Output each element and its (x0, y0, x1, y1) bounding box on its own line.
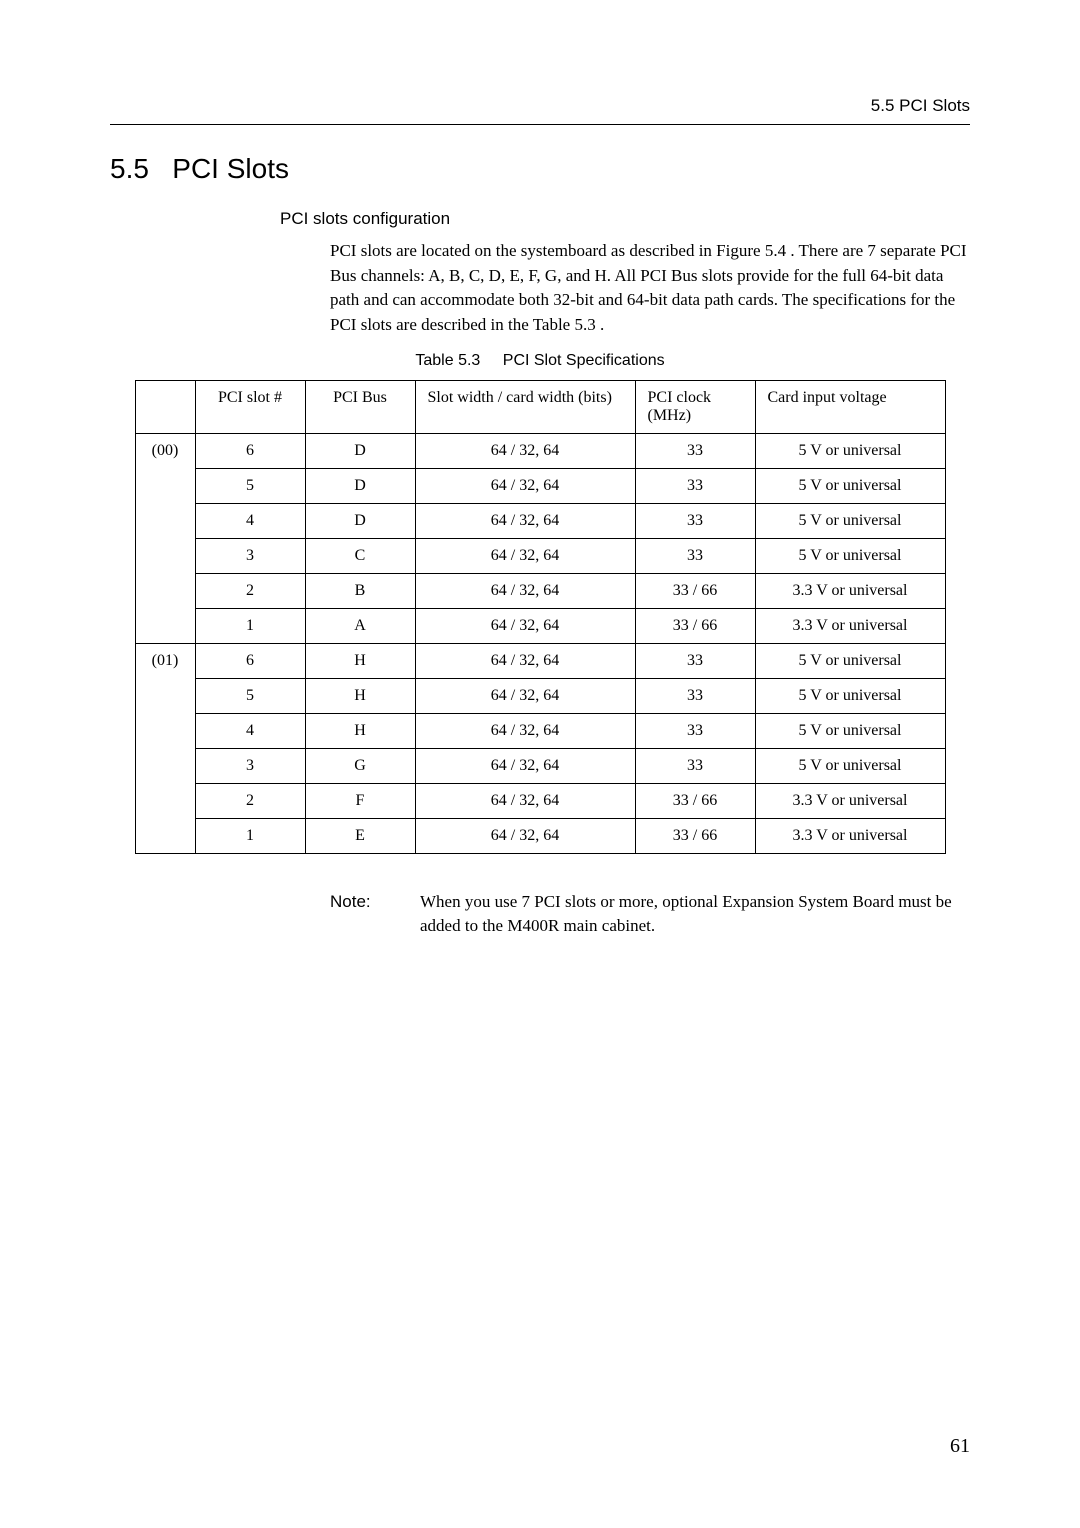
cell-clock: 33 (635, 468, 755, 503)
group-label: (01) (135, 643, 195, 853)
cell-clock: 33 (635, 538, 755, 573)
cell-voltage: 3.3 V or universal (755, 573, 945, 608)
col-bus: PCI Bus (305, 380, 415, 433)
pci-spec-table: PCI slot # PCI Bus Slot width / card wid… (135, 380, 946, 854)
cell-clock: 33 / 66 (635, 783, 755, 818)
table-row: 5D64 / 32, 64335 V or universal (135, 468, 945, 503)
table-row: 5H64 / 32, 64335 V or universal (135, 678, 945, 713)
col-blank (135, 380, 195, 433)
cell-voltage: 5 V or universal (755, 503, 945, 538)
cell-width: 64 / 32, 64 (415, 643, 635, 678)
subheading: PCI slots configuration (280, 209, 970, 229)
cell-bus: D (305, 433, 415, 468)
cell-clock: 33 (635, 433, 755, 468)
cell-bus: H (305, 713, 415, 748)
cell-clock: 33 / 66 (635, 573, 755, 608)
cell-bus: F (305, 783, 415, 818)
cell-voltage: 5 V or universal (755, 433, 945, 468)
cell-voltage: 5 V or universal (755, 678, 945, 713)
cell-bus: G (305, 748, 415, 783)
page-number: 61 (950, 1435, 970, 1458)
cell-width: 64 / 32, 64 (415, 433, 635, 468)
cell-width: 64 / 32, 64 (415, 678, 635, 713)
note-text: When you use 7 PCI slots or more, option… (420, 890, 970, 939)
col-voltage: Card input voltage (755, 380, 945, 433)
intro-paragraph: PCI slots are located on the systemboard… (330, 239, 970, 338)
cell-voltage: 5 V or universal (755, 643, 945, 678)
cell-slot: 6 (195, 643, 305, 678)
section-heading: 5.5 PCI Slots (110, 153, 970, 185)
cell-voltage: 3.3 V or universal (755, 818, 945, 853)
cell-slot: 2 (195, 783, 305, 818)
table-row: 4D64 / 32, 64335 V or universal (135, 503, 945, 538)
cell-voltage: 3.3 V or universal (755, 783, 945, 818)
cell-bus: D (305, 503, 415, 538)
cell-slot: 5 (195, 678, 305, 713)
cell-clock: 33 (635, 678, 755, 713)
cell-clock: 33 (635, 503, 755, 538)
page: 5.5 PCI Slots 5.5 PCI Slots PCI slots co… (0, 0, 1080, 1528)
cell-voltage: 5 V or universal (755, 713, 945, 748)
cell-width: 64 / 32, 64 (415, 468, 635, 503)
table-row: 1E64 / 32, 6433 / 663.3 V or universal (135, 818, 945, 853)
table-row: 2F64 / 32, 6433 / 663.3 V or universal (135, 783, 945, 818)
cell-bus: A (305, 608, 415, 643)
table-caption-text: PCI Slot Specifications (503, 352, 665, 369)
cell-bus: H (305, 678, 415, 713)
cell-bus: B (305, 573, 415, 608)
col-width: Slot width / card width (bits) (415, 380, 635, 433)
cell-clock: 33 (635, 643, 755, 678)
section-number: 5.5 (110, 153, 149, 184)
table-caption: Table 5.3 PCI Slot Specifications (110, 352, 970, 370)
table-row: 1A64 / 32, 6433 / 663.3 V or universal (135, 608, 945, 643)
cell-bus: E (305, 818, 415, 853)
cell-slot: 3 (195, 538, 305, 573)
table-row: (01)6H64 / 32, 64335 V or universal (135, 643, 945, 678)
cell-width: 64 / 32, 64 (415, 573, 635, 608)
cell-slot: 2 (195, 573, 305, 608)
cell-voltage: 3.3 V or universal (755, 608, 945, 643)
cell-slot: 4 (195, 503, 305, 538)
cell-width: 64 / 32, 64 (415, 538, 635, 573)
cell-width: 64 / 32, 64 (415, 818, 635, 853)
cell-width: 64 / 32, 64 (415, 783, 635, 818)
cell-slot: 4 (195, 713, 305, 748)
cell-slot: 5 (195, 468, 305, 503)
col-slot: PCI slot # (195, 380, 305, 433)
table-row: 3G64 / 32, 64335 V or universal (135, 748, 945, 783)
table-row: 3C64 / 32, 64335 V or universal (135, 538, 945, 573)
cell-slot: 1 (195, 818, 305, 853)
table-caption-label: Table 5.3 (415, 352, 480, 369)
table-head: PCI slot # PCI Bus Slot width / card wid… (135, 380, 945, 433)
cell-clock: 33 (635, 713, 755, 748)
cell-slot: 1 (195, 608, 305, 643)
cell-clock: 33 (635, 748, 755, 783)
table-row: 4H64 / 32, 64335 V or universal (135, 713, 945, 748)
cell-width: 64 / 32, 64 (415, 713, 635, 748)
col-clock: PCI clock (MHz) (635, 380, 755, 433)
cell-slot: 6 (195, 433, 305, 468)
running-head: 5.5 PCI Slots (110, 96, 970, 125)
table-body: (00)6D64 / 32, 64335 V or universal5D64 … (135, 433, 945, 853)
cell-width: 64 / 32, 64 (415, 503, 635, 538)
table-row: 2B64 / 32, 6433 / 663.3 V or universal (135, 573, 945, 608)
table-row: (00)6D64 / 32, 64335 V or universal (135, 433, 945, 468)
cell-voltage: 5 V or universal (755, 748, 945, 783)
cell-clock: 33 / 66 (635, 608, 755, 643)
cell-bus: D (305, 468, 415, 503)
cell-voltage: 5 V or universal (755, 468, 945, 503)
cell-clock: 33 / 66 (635, 818, 755, 853)
cell-bus: C (305, 538, 415, 573)
cell-bus: H (305, 643, 415, 678)
cell-voltage: 5 V or universal (755, 538, 945, 573)
group-label: (00) (135, 433, 195, 643)
note-label: Note: (330, 890, 420, 939)
table-header-row: PCI slot # PCI Bus Slot width / card wid… (135, 380, 945, 433)
note: Note: When you use 7 PCI slots or more, … (330, 890, 970, 939)
cell-slot: 3 (195, 748, 305, 783)
cell-width: 64 / 32, 64 (415, 608, 635, 643)
cell-width: 64 / 32, 64 (415, 748, 635, 783)
section-title: PCI Slots (172, 153, 289, 184)
